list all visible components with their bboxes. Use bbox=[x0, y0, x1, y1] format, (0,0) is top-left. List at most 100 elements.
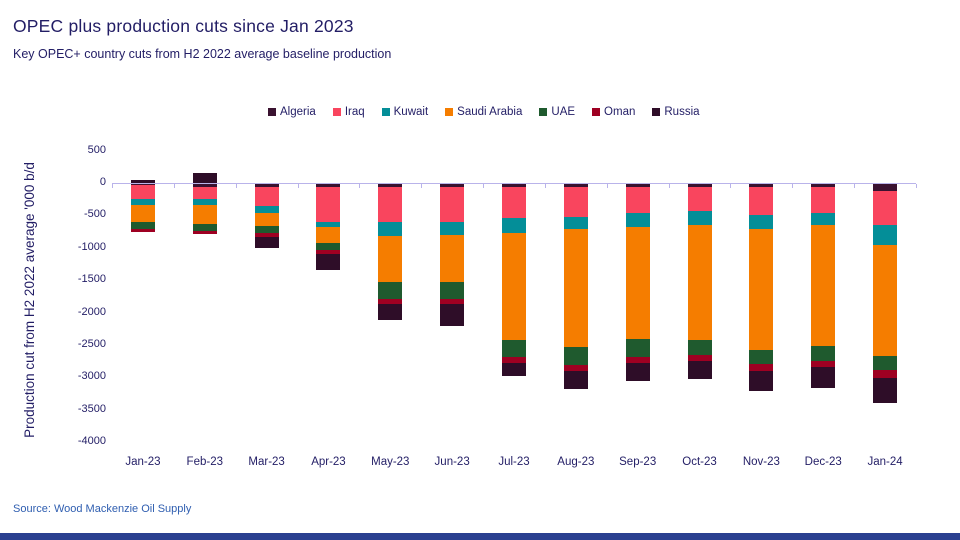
bar-segment-saudi-arabia-oct-23 bbox=[687, 225, 712, 340]
x-axis-tick-mark bbox=[298, 184, 299, 188]
bar-segment-algeria-feb-23 bbox=[192, 184, 217, 187]
legend-item-iraq: Iraq bbox=[332, 106, 365, 118]
bar-segment-algeria-jul-23 bbox=[502, 184, 526, 187]
chart-title: OPEC plus production cuts since Jan 2023 bbox=[13, 16, 354, 36]
bar-segment-iraq-sep-23 bbox=[625, 186, 650, 214]
legend-swatch-icon bbox=[652, 108, 661, 116]
legend-item-russia: Russia bbox=[652, 106, 700, 118]
bar-segment-iraq-jul-23 bbox=[502, 186, 526, 219]
bar-segment-algeria-aug-23 bbox=[563, 184, 588, 188]
bar-segment-oman-jan-23 bbox=[130, 229, 155, 233]
x-axis-tick-mark bbox=[236, 184, 237, 188]
x-axis-label-may-23: May-23 bbox=[371, 456, 410, 468]
y-axis-label--4000: -4000 bbox=[77, 435, 106, 448]
x-axis-tick-mark bbox=[607, 184, 608, 188]
x-axis-tick-mark bbox=[792, 184, 793, 188]
bar-segment-uae-feb-23 bbox=[192, 223, 217, 231]
bar-segment-oman-apr-23 bbox=[316, 250, 341, 254]
x-axis-tick-mark bbox=[112, 184, 113, 188]
x-axis-tick-mark bbox=[854, 184, 855, 188]
y-axis-label-500: 500 bbox=[87, 143, 106, 156]
bar-segment-russia-jun-23 bbox=[440, 304, 465, 326]
bar-segment-russia-jan-23 bbox=[130, 180, 155, 183]
bar-segment-oman-feb-23 bbox=[192, 230, 217, 234]
bar-segment-russia-jan-24 bbox=[873, 378, 898, 403]
bar-segment-iraq-nov-23 bbox=[749, 186, 774, 216]
bar-segment-kuwait-jul-23 bbox=[502, 218, 526, 234]
bar-segment-oman-jun-23 bbox=[440, 299, 465, 305]
bar-segment-oman-jan-24 bbox=[873, 370, 898, 379]
bar-segment-kuwait-feb-23 bbox=[192, 198, 217, 205]
legend-item-oman: Oman bbox=[592, 106, 635, 118]
bar-segment-algeria-apr-23 bbox=[316, 184, 341, 187]
bar-segment-iraq-apr-23 bbox=[316, 186, 341, 222]
legend-swatch-icon bbox=[539, 108, 548, 116]
bar-segment-iraq-oct-23 bbox=[687, 186, 712, 211]
legend-label: Algeria bbox=[280, 106, 316, 118]
bar-segment-saudi-arabia-jul-23 bbox=[502, 233, 526, 341]
bar-segment-iraq-may-23 bbox=[378, 187, 403, 222]
bar-segment-saudi-arabia-mar-23 bbox=[254, 212, 279, 227]
x-axis-label-jun-23: Jun-23 bbox=[434, 456, 470, 468]
bar-segment-algeria-oct-23 bbox=[687, 184, 712, 187]
bar-segment-algeria-jan-23 bbox=[130, 184, 155, 186]
bar-segment-kuwait-jan-24 bbox=[873, 225, 898, 245]
chart-subtitle: Key OPEC+ country cuts from H2 2022 aver… bbox=[13, 47, 392, 61]
bar-segment-oman-sep-23 bbox=[625, 356, 650, 363]
bar-segment-uae-mar-23 bbox=[254, 226, 279, 234]
bar-segment-oman-may-23 bbox=[378, 298, 403, 304]
bar-segment-kuwait-dec-23 bbox=[811, 213, 836, 226]
legend-swatch-icon bbox=[381, 108, 390, 116]
bar-segment-kuwait-oct-23 bbox=[687, 210, 712, 226]
bar-segment-kuwait-may-23 bbox=[378, 221, 403, 237]
y-axis-label--2500: -2500 bbox=[77, 338, 106, 350]
y-axis-title: Production cut from H2 2022 average '000… bbox=[22, 162, 37, 438]
y-axis-label--1500: -1500 bbox=[77, 273, 106, 286]
bar-segment-oman-nov-23 bbox=[749, 364, 774, 372]
legend-swatch-icon bbox=[268, 108, 276, 116]
y-axis-label--2000: -2000 bbox=[77, 305, 106, 318]
bar-segment-oman-oct-23 bbox=[687, 355, 712, 362]
x-axis-tick-mark bbox=[359, 184, 360, 188]
bar-segment-oman-jul-23 bbox=[502, 357, 526, 363]
x-axis-label-dec-23: Dec-23 bbox=[804, 456, 842, 468]
bar-segment-kuwait-jun-23 bbox=[440, 221, 465, 236]
y-axis-label--3500: -3500 bbox=[77, 402, 106, 415]
y-axis-label-0: 0 bbox=[99, 176, 106, 188]
bar-segment-uae-dec-23 bbox=[811, 346, 836, 361]
x-axis-label-feb-23: Feb-23 bbox=[186, 456, 223, 468]
bar-segment-russia-oct-23 bbox=[687, 361, 712, 380]
bar-segment-saudi-arabia-aug-23 bbox=[563, 229, 588, 348]
bar-segment-saudi-arabia-jan-24 bbox=[873, 244, 898, 356]
legend-item-uae: UAE bbox=[539, 106, 575, 118]
bar-segment-uae-sep-23 bbox=[625, 338, 650, 357]
bar-segment-kuwait-apr-23 bbox=[316, 221, 341, 228]
bar-segment-uae-apr-23 bbox=[316, 243, 341, 251]
x-axis-label-aug-23: Aug-23 bbox=[557, 456, 595, 468]
bar-segment-kuwait-aug-23 bbox=[563, 216, 588, 230]
bar-segment-russia-aug-23 bbox=[563, 370, 588, 389]
x-axis-label-sep-23: Sep-23 bbox=[619, 456, 657, 468]
bar-segment-uae-nov-23 bbox=[749, 349, 774, 365]
bar-segment-algeria-nov-23 bbox=[749, 184, 774, 187]
bar-segment-iraq-jan-24 bbox=[873, 190, 898, 226]
bar-segment-russia-sep-23 bbox=[625, 362, 650, 382]
bar-segment-algeria-jun-23 bbox=[440, 184, 465, 188]
legend-label: Kuwait bbox=[393, 106, 429, 118]
bar-segment-saudi-arabia-apr-23 bbox=[316, 227, 341, 244]
bar-segment-algeria-mar-23 bbox=[254, 184, 279, 187]
bar-segment-saudi-arabia-feb-23 bbox=[192, 204, 217, 224]
bar-segment-russia-jul-23 bbox=[502, 362, 526, 377]
bar-segment-uae-jan-24 bbox=[873, 355, 898, 371]
bar-segment-russia-feb-23 bbox=[192, 172, 217, 183]
x-axis-labels: Jan-23 Feb-23 Mar-23 Apr-23 May-23 Jun-23 Jul-… bbox=[112, 456, 916, 472]
legend-label: Iraq bbox=[344, 106, 365, 118]
bar-segment-saudi-arabia-sep-23 bbox=[625, 227, 650, 339]
x-axis-tick-mark bbox=[174, 184, 175, 188]
legend: Algeria Iraq Kuwait Saudi Arabia UAE Oman Russ… bbox=[268, 106, 700, 118]
bar-segment-algeria-jan-24 bbox=[873, 184, 898, 191]
legend-label: Oman bbox=[604, 106, 636, 118]
bar-segment-russia-dec-23 bbox=[811, 367, 836, 389]
y-axis-label--500: -500 bbox=[83, 208, 106, 221]
plot-area bbox=[112, 140, 917, 456]
